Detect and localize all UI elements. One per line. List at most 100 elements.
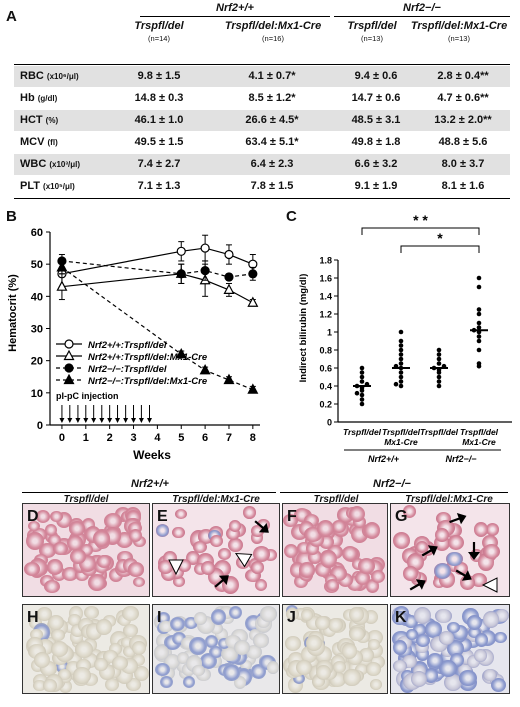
red-blood-cell: [27, 520, 40, 532]
stained-cell: [466, 615, 483, 631]
stained-cell: [459, 670, 477, 687]
red-blood-cell: [133, 576, 146, 588]
chart-c-marks: * * *: [353, 212, 488, 407]
data-point: [200, 265, 210, 276]
row-unit: (x10³/μl): [49, 160, 81, 169]
data-point: [199, 364, 211, 375]
red-blood-cell: [260, 606, 278, 622]
injection-arrowhead: [131, 418, 137, 423]
table-cell: 7.1 ± 1.3: [137, 180, 181, 192]
red-blood-cell: [35, 509, 51, 524]
red-blood-cell: [44, 523, 58, 537]
stained-cell: [155, 524, 170, 537]
red-blood-cell: [51, 629, 66, 642]
table-cell: 48.5 ± 3.1: [351, 114, 401, 126]
column-header-1: Trspfl/del: [134, 20, 184, 32]
red-blood-cell: [153, 644, 170, 661]
red-blood-cell: [353, 516, 367, 529]
legend-label: Nrf2+/+:Trspfl/del: [88, 340, 167, 351]
chart-b-y-axis-label: Hematocrit (%): [7, 274, 19, 352]
red-blood-cell: [402, 566, 418, 581]
arrow-icon: [455, 569, 472, 581]
blood-smear-image-f: F: [282, 503, 388, 597]
stained-cell: [183, 675, 196, 688]
scatter-point: [436, 352, 442, 357]
red-blood-cell: [93, 657, 108, 672]
red-blood-cell: [266, 661, 279, 674]
reticulocyte-stain-image-k: K: [390, 604, 510, 694]
significance-label: *: [437, 230, 443, 246]
data-point: [223, 373, 235, 385]
table-cell: 13.2 ± 2.0**: [434, 114, 492, 126]
panel-label-g: G: [395, 508, 408, 525]
stained-cell: [205, 635, 219, 648]
data-point: [176, 269, 186, 279]
red-blood-cell: [128, 529, 142, 543]
red-blood-cell: [415, 540, 428, 554]
scatter-point: [398, 370, 404, 375]
scatter-point: [359, 370, 365, 375]
scatter-point: [476, 361, 482, 366]
data-point: [56, 261, 68, 272]
red-blood-cell: [474, 648, 487, 662]
data-point: [176, 246, 186, 256]
stained-cell: [222, 664, 240, 681]
x-tick-label: 8: [250, 432, 256, 444]
scatter-point: [398, 347, 404, 353]
red-blood-cell: [343, 668, 361, 687]
scatter-point: [476, 284, 482, 290]
red-blood-cell: [444, 673, 462, 691]
y-tick-label: 0.6: [319, 364, 332, 374]
red-blood-cell: [47, 614, 65, 630]
injection-arrowhead: [91, 418, 97, 423]
scatter-point: [393, 381, 399, 387]
y-tick-label: 0.8: [319, 346, 332, 356]
data-point: [224, 249, 234, 260]
series-4: [56, 260, 259, 394]
y-tick-label: 60: [31, 227, 43, 239]
stained-cell: [218, 637, 231, 650]
red-blood-cell: [403, 505, 417, 518]
stained-cell: [438, 660, 457, 678]
red-blood-cell: [132, 654, 145, 667]
red-blood-cell: [414, 606, 432, 624]
red-blood-cell: [239, 659, 252, 671]
red-blood-cell: [108, 642, 122, 655]
injection-arrowhead: [75, 418, 81, 423]
arrow-icon: [449, 513, 467, 525]
scatter-point: [436, 379, 442, 384]
table-cell: 9.8 ± 1.5: [137, 70, 181, 82]
red-blood-cell: [316, 664, 332, 680]
red-blood-cell: [473, 521, 488, 537]
column-header-4: Trspfl/del:Mx1-Cre: [410, 20, 508, 32]
stained-cell: [415, 634, 430, 648]
group-label: Nrf2−/−: [445, 454, 477, 464]
category-label: Trspfl/del: [343, 427, 382, 437]
stained-cell: [446, 639, 465, 658]
red-blood-cell: [193, 611, 207, 626]
stained-cell: [412, 624, 427, 637]
data-point: [247, 383, 259, 394]
scatter-point: [359, 379, 365, 384]
red-blood-cell: [253, 545, 271, 562]
red-blood-cell: [112, 655, 129, 670]
red-blood-cell: [482, 543, 501, 559]
red-blood-cell: [349, 506, 366, 523]
y-tick-label: 0.2: [319, 400, 332, 410]
red-blood-cell: [52, 541, 68, 556]
scatter-point: [436, 347, 442, 353]
row-label: RBC (x10⁶/μl): [20, 66, 79, 87]
row-name: RBC: [20, 70, 44, 82]
red-blood-cell: [192, 540, 207, 553]
red-blood-cell: [103, 512, 122, 529]
injection-arrowhead: [115, 418, 121, 423]
column-n-1: (n=14): [148, 34, 170, 43]
scatter-point: [476, 275, 482, 281]
stained-cell: [392, 610, 409, 626]
stained-cell: [184, 617, 198, 630]
group-header-nrf2-ko-text: Nrf2−/−: [403, 2, 441, 14]
red-blood-cell: [485, 523, 499, 536]
red-blood-cell: [68, 521, 86, 537]
scatter-point: [436, 374, 442, 380]
